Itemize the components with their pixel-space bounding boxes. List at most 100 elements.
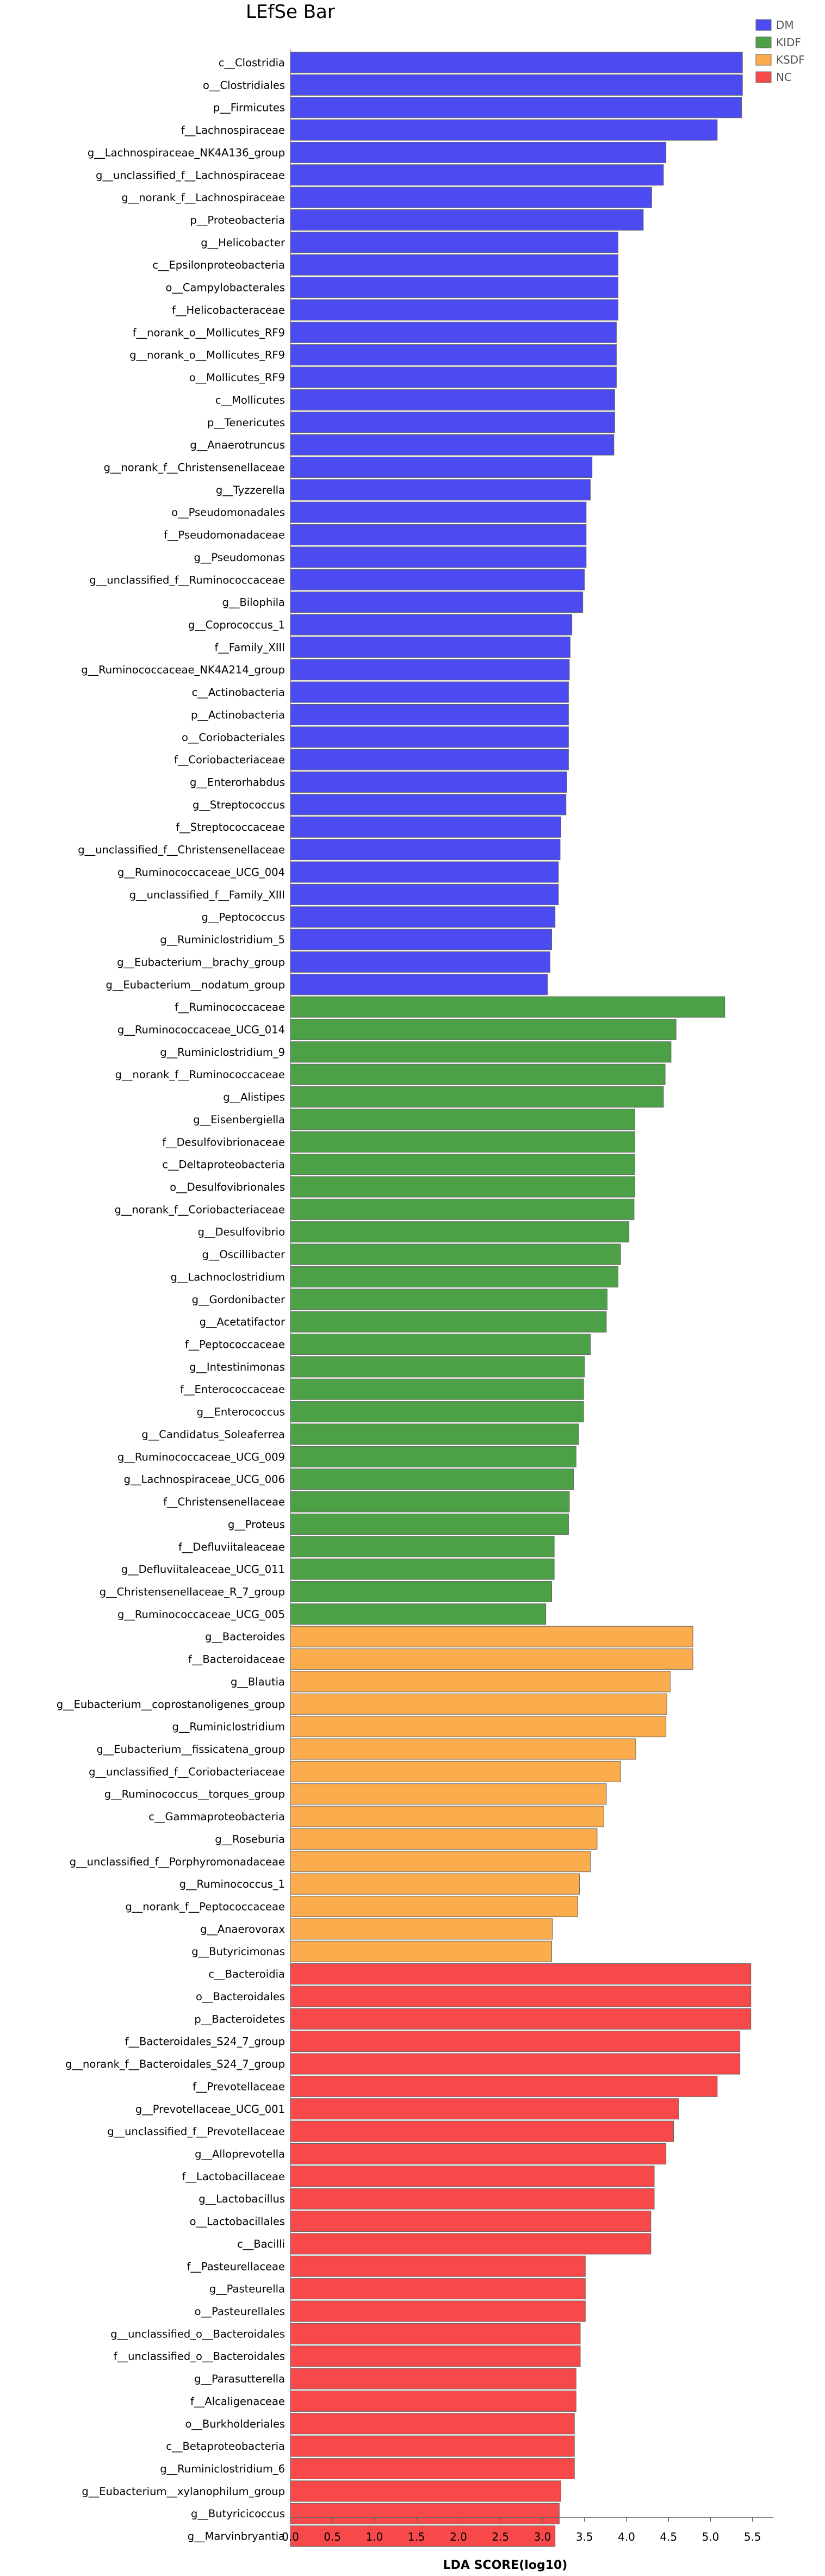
category-label: g__Acetatifactor — [200, 1316, 286, 1328]
category-label: g__Ruminococcus__torques_group — [104, 1788, 285, 1801]
bar — [290, 97, 742, 119]
bar — [290, 1716, 667, 1738]
bar — [290, 1918, 553, 1940]
legend-label: DM — [776, 18, 794, 32]
category-label: g__Eubacterium__brachy_group — [117, 956, 285, 968]
category-label: f__norank_o__Mollicutes_RF9 — [133, 326, 285, 339]
category-label: g__norank_f__Lachnospiraceae — [121, 191, 285, 204]
bar — [290, 1154, 635, 1175]
category-label: f__Pasteurellaceae — [187, 2260, 285, 2273]
category-label: g__Ruminococcaceae_UCG_009 — [117, 1451, 285, 1463]
bar — [290, 794, 567, 816]
bar — [290, 299, 619, 321]
bar — [290, 1086, 664, 1108]
bar — [290, 434, 615, 456]
category-label: f__Desulfovibrionaceae — [162, 1136, 285, 1148]
bar — [290, 1221, 630, 1243]
category-label: o__Pseudomonadales — [171, 506, 285, 519]
bar — [290, 1401, 584, 1423]
bar — [290, 569, 585, 590]
legend-label: KIDF — [776, 36, 801, 49]
x-tick-label: 4.5 — [660, 2530, 677, 2543]
bar — [290, 1558, 555, 1580]
category-label: g__Ruminiclostridium_6 — [160, 2463, 285, 2475]
x-axis-label: LDA SCORE(log10) — [443, 2559, 568, 2572]
bar — [290, 1581, 552, 1602]
category-label: g__Ruminiclostridium_5 — [160, 934, 285, 946]
bar — [290, 2413, 575, 2435]
bar — [290, 2345, 581, 2367]
category-label: c__Betaproteobacteria — [166, 2440, 285, 2453]
bar — [290, 2120, 674, 2142]
bar — [290, 1940, 552, 1962]
category-label: g__Christensenellaceae_R_7_group — [100, 1585, 285, 1598]
category-label: g__Alloprevotella — [195, 2148, 285, 2160]
bar — [290, 771, 567, 793]
category-label: p__Proteobacteria — [190, 214, 285, 227]
legend-label: NC — [776, 71, 792, 84]
category-label: f__Streptococcaceae — [176, 821, 285, 833]
category-label: o__Campylobacterales — [166, 282, 286, 294]
category-label: f__Prevotellaceae — [193, 2080, 285, 2093]
bar — [290, 277, 619, 298]
category-label: f__Alcaligenaceae — [190, 2395, 285, 2407]
bar — [290, 1131, 635, 1153]
category-label: g__Ruminiclostridium_9 — [160, 1046, 285, 1059]
category-label: g__unclassified_o__Bacteroidales — [110, 2328, 285, 2340]
category-label: g__Candidatus_Soleaferrea — [141, 1428, 285, 1441]
bar — [290, 614, 573, 636]
category-label: g__Tyzzerella — [216, 484, 285, 496]
bar — [290, 74, 743, 96]
category-label: o__Coriobacteriales — [182, 731, 285, 744]
bar — [290, 681, 569, 703]
category-label: g__unclassified_f__Ruminococcaceae — [89, 574, 285, 586]
bar — [290, 816, 561, 838]
bar — [290, 2480, 561, 2502]
bar — [290, 1266, 619, 1287]
bar — [290, 2458, 575, 2480]
bar — [290, 2075, 718, 2097]
category-label: o__Clostridiales — [203, 79, 285, 91]
category-labels: c__Clostridia o__Clostridiales p__Firmicut… — [57, 57, 286, 2543]
bar — [290, 861, 559, 883]
category-label: f__Christensenellaceae — [163, 1496, 285, 1508]
bar — [290, 2435, 575, 2457]
bar — [290, 839, 561, 861]
x-tick-label: 4.0 — [618, 2530, 635, 2543]
bar — [290, 209, 644, 231]
bar — [290, 1446, 576, 1467]
category-label: g__Lachnospiraceae_NK4A136_group — [88, 146, 285, 159]
bar — [290, 1334, 591, 1355]
category-label: g__Bacteroides — [205, 1631, 285, 1643]
category-label: f__Lactobacillaceae — [182, 2170, 285, 2183]
bar — [290, 2166, 655, 2187]
bar — [290, 1536, 555, 1558]
bar — [290, 749, 569, 770]
bar — [290, 1626, 693, 1647]
category-label: g__Butyricimonas — [191, 1945, 285, 1958]
bar — [290, 344, 617, 366]
category-label: g__unclassified_f__Porphyromonadaceae — [70, 1856, 285, 1868]
category-label: f__Helicobacteraceae — [172, 304, 285, 316]
category-label: c__Epsilonproteobacteria — [152, 259, 285, 271]
bar — [290, 1063, 666, 1085]
category-label: g__Lachnoclostridium — [170, 1271, 285, 1283]
bar — [290, 1693, 667, 1715]
bar — [290, 1806, 604, 1827]
category-label: f__Bacteroidaceae — [188, 1653, 285, 1666]
bar — [290, 2503, 560, 2524]
bar — [290, 636, 570, 658]
bar — [290, 2368, 576, 2390]
category-label: c__Bacteroidia — [208, 1968, 285, 1981]
legend-label: KSDF — [776, 53, 805, 66]
bar — [290, 1378, 584, 1400]
category-label: g__Roseburia — [215, 1833, 285, 1845]
bar — [290, 2300, 586, 2322]
bar — [290, 2188, 655, 2210]
bar — [290, 592, 584, 613]
category-label: g__Blautia — [231, 1676, 285, 1688]
bar — [290, 524, 587, 546]
bar — [290, 704, 569, 725]
x-tick-label: 3.5 — [576, 2530, 593, 2543]
bar — [290, 2143, 667, 2164]
